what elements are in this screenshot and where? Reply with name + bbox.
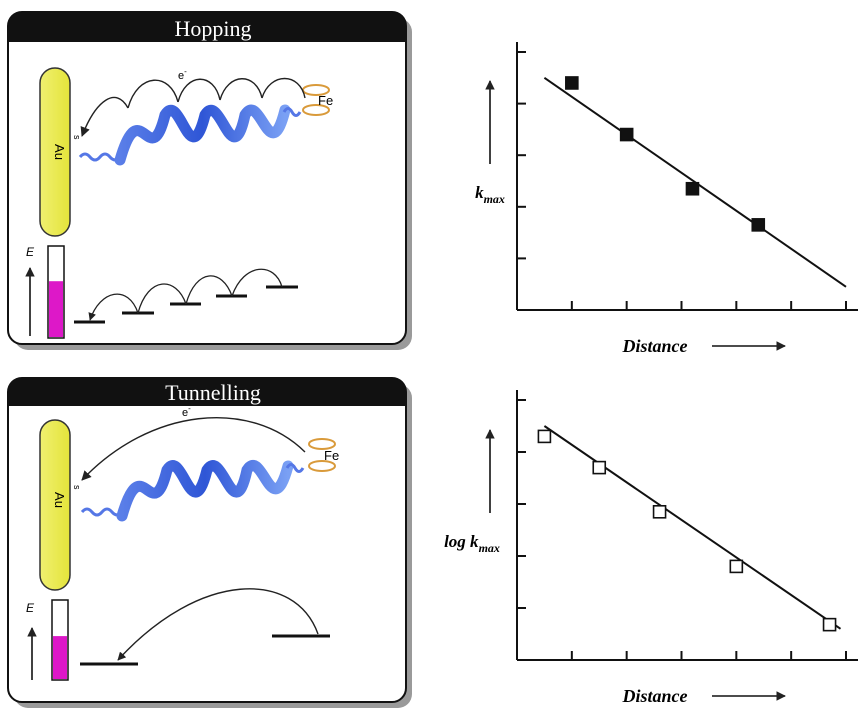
data-point — [729, 559, 744, 574]
x-axis-label: Distance — [622, 686, 688, 706]
data-point — [822, 617, 837, 632]
hopping-panel: Hopping Au s Fe e- E — [7, 11, 412, 350]
sulfur-label: s — [72, 135, 82, 140]
energy-label: E — [26, 601, 35, 615]
energy-gauge-fill — [53, 636, 67, 679]
energy-gauge-fill — [49, 281, 63, 337]
gold-electrode — [39, 67, 71, 237]
panel-title-bar — [8, 378, 406, 406]
gold-electrode — [39, 419, 71, 591]
energy-levels — [80, 634, 330, 666]
y-axis-label: kmax — [475, 183, 505, 206]
electrode-label: Au — [52, 144, 67, 160]
panel-title: Hopping — [175, 16, 252, 41]
data-point — [537, 429, 552, 444]
peptide-helix — [78, 104, 302, 166]
panel-title: Tunnelling — [165, 380, 261, 405]
energy-label: E — [26, 245, 35, 259]
panel-title-bar — [8, 12, 406, 42]
data-point — [619, 127, 634, 142]
data-point — [592, 460, 607, 475]
y-axis-label: log kmax — [444, 532, 500, 555]
data-point — [751, 218, 766, 232]
tunnelling-level-arc — [117, 588, 319, 661]
electron-label: e- — [178, 67, 187, 82]
data-point — [685, 181, 700, 196]
ferrocene-icon — [308, 438, 336, 472]
peptide-helix — [80, 459, 305, 522]
tunnelling-arc — [81, 417, 306, 481]
electrode-label: Au — [52, 492, 67, 508]
iron-label: Fe — [324, 448, 339, 463]
x-axis-label: Distance — [622, 336, 688, 356]
sulfur-label: s — [72, 485, 82, 490]
hopping-rate-chart: kmax Distance — [475, 42, 858, 356]
electron-label: e- — [182, 404, 191, 419]
tunnelling-panel: Tunnelling Au s Fe e- E — [7, 377, 412, 708]
hopping-arcs — [80, 77, 306, 137]
data-point — [652, 504, 667, 519]
level-hop-arcs — [88, 268, 283, 321]
ferrocene-icon — [302, 84, 330, 116]
fit-line — [543, 425, 842, 630]
tunnelling-rate-chart: log kmax Distance — [444, 390, 858, 706]
iron-label: Fe — [318, 93, 333, 108]
data-point — [565, 76, 579, 90]
